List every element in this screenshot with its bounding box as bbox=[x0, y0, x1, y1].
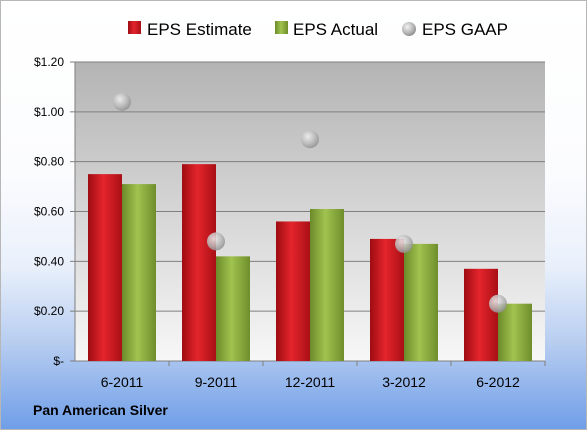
legend-swatch-actual bbox=[275, 21, 288, 34]
gaap-point bbox=[489, 294, 507, 313]
legend-swatch-estimate bbox=[128, 21, 141, 34]
y-tick-label: $0.60 bbox=[34, 205, 64, 219]
legend-marker-gaap bbox=[402, 22, 416, 36]
x-tick-label: 3-2012 bbox=[382, 374, 426, 390]
estimate-bar bbox=[276, 221, 310, 361]
actual-bar bbox=[216, 256, 250, 361]
x-tick-label: 6-2012 bbox=[476, 374, 520, 390]
x-tick-label: 9-2011 bbox=[195, 374, 238, 390]
legend: EPS Estimate EPS Actual EPS GAAP bbox=[128, 20, 508, 39]
y-axis: $- $0.20 $0.40 $0.60 $0.80 $1.00 $1.20 bbox=[34, 55, 545, 368]
estimate-bar bbox=[464, 268, 498, 361]
legend-label-actual: EPS Actual bbox=[293, 20, 378, 39]
x-tick-label: 12-2011 bbox=[285, 374, 336, 390]
gaap-point bbox=[207, 232, 225, 251]
gaap-point bbox=[301, 130, 319, 149]
y-tick-label: $1.20 bbox=[34, 55, 64, 69]
y-tick-label: $0.40 bbox=[34, 254, 64, 268]
x-tick-label: 6-2011 bbox=[101, 374, 144, 390]
gaap-point bbox=[113, 92, 131, 111]
gaap-point bbox=[395, 234, 413, 253]
estimate-bar bbox=[182, 164, 216, 361]
legend-label-gaap: EPS GAAP bbox=[422, 20, 508, 39]
actual-bar bbox=[310, 209, 344, 361]
bars bbox=[88, 164, 532, 361]
y-tick-label: $- bbox=[53, 354, 64, 368]
x-axis: 6-2011 9-2011 12-2011 3-2012 6-2012 bbox=[101, 361, 546, 390]
company-name: Pan American Silver bbox=[33, 402, 168, 418]
actual-bar bbox=[498, 303, 532, 361]
y-tick-label: $0.80 bbox=[34, 155, 64, 169]
estimate-bar bbox=[370, 238, 404, 361]
gaap-points bbox=[113, 92, 507, 313]
actual-bar bbox=[404, 243, 438, 361]
legend-label-estimate: EPS Estimate bbox=[147, 20, 252, 39]
y-tick-label: $1.00 bbox=[34, 105, 64, 119]
estimate-bar bbox=[88, 174, 122, 361]
actual-bar bbox=[122, 184, 156, 361]
y-tick-label: $0.20 bbox=[34, 304, 64, 318]
